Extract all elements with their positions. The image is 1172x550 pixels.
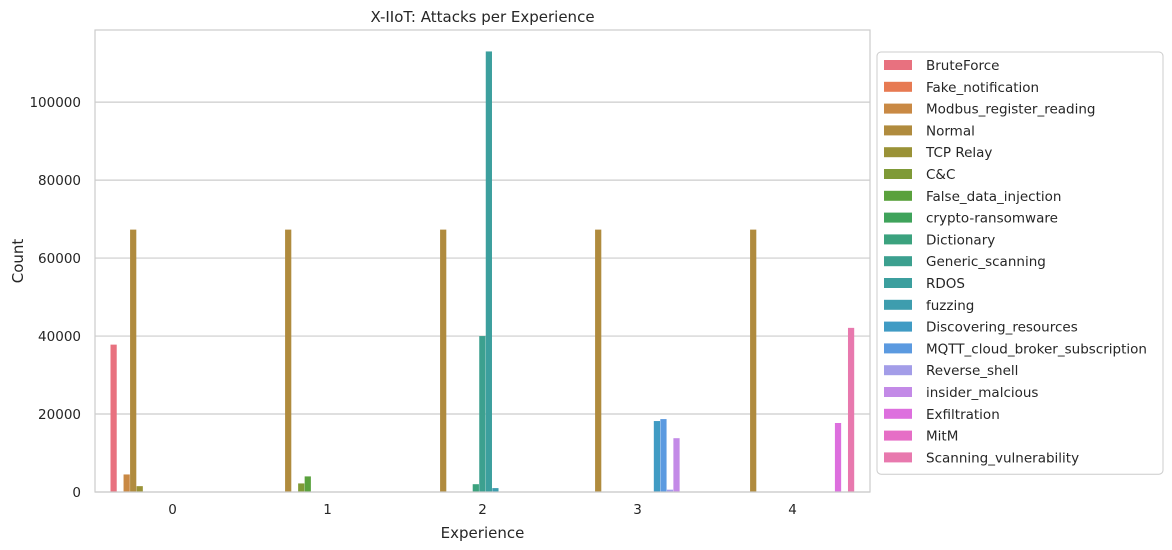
y-tick-label: 0 xyxy=(72,485,81,501)
legend: BruteForce Fake_notification Modbus_regist… xyxy=(876,51,1164,475)
legend-label: TCP Relay xyxy=(925,145,992,161)
bar xyxy=(834,422,842,492)
legend-label: insider_malcious xyxy=(926,385,1038,401)
y-axis-ticks: 0 20000 40000 60000 80000 100000 xyxy=(29,95,81,501)
x-tick-label: 1 xyxy=(323,502,332,518)
legend-swatch xyxy=(884,343,912,354)
legend-swatch xyxy=(884,408,912,419)
x-axis-ticks: 0 1 2 3 4 xyxy=(168,502,797,518)
legend-label: BruteForce xyxy=(926,58,1000,74)
legend-label: Generic_scanning xyxy=(926,254,1046,270)
y-axis-title: Count xyxy=(9,239,27,284)
legend-label: Discovering_resources xyxy=(926,320,1078,336)
x-tick-label: 0 xyxy=(168,502,177,518)
bar xyxy=(130,229,137,493)
legend-box xyxy=(876,51,1164,475)
y-tick-label: 60000 xyxy=(38,251,81,267)
legend-label: crypto-ransomware xyxy=(926,211,1058,227)
bar xyxy=(660,419,667,492)
y-tick-label: 20000 xyxy=(38,407,81,423)
legend-label: Reverse_shell xyxy=(926,363,1018,379)
bar xyxy=(110,344,117,492)
legend-swatch xyxy=(884,321,912,332)
legend-swatch xyxy=(884,169,912,179)
y-tick-label: 100000 xyxy=(29,95,81,111)
x-tick-label: 4 xyxy=(788,502,797,518)
bar xyxy=(285,229,292,493)
legend-label: Dictionary xyxy=(926,232,995,248)
legend-label: Normal xyxy=(926,123,975,139)
bar xyxy=(750,229,757,493)
legend-swatch xyxy=(884,60,912,70)
legend-label: Modbus_register_reading xyxy=(926,102,1095,118)
legend-label: RDOS xyxy=(926,276,965,292)
bar xyxy=(472,484,479,492)
y-tick-label: 40000 xyxy=(38,329,81,345)
x-tick-label: 3 xyxy=(633,502,642,518)
legend-swatch xyxy=(884,278,912,288)
bar xyxy=(479,336,486,492)
legend-swatch xyxy=(884,256,912,267)
legend-swatch xyxy=(884,103,912,114)
plot-frame xyxy=(94,29,871,493)
legend-swatch xyxy=(884,387,912,397)
legend-label: Fake_notification xyxy=(926,80,1039,96)
bar xyxy=(136,486,143,492)
bar xyxy=(304,476,311,492)
bar xyxy=(123,474,130,492)
legend-swatch xyxy=(884,81,912,92)
bar xyxy=(595,229,602,493)
legend-label: MitM xyxy=(926,429,958,445)
bar xyxy=(440,229,447,493)
chart-title: X-IIoT: Attacks per Experience xyxy=(370,8,594,26)
legend-label: C&C xyxy=(926,167,955,183)
bar xyxy=(673,438,680,492)
y-tick-label: 80000 xyxy=(38,173,81,189)
legend-swatch xyxy=(884,190,912,201)
bar xyxy=(847,327,855,492)
bar xyxy=(666,489,674,492)
legend-swatch xyxy=(884,452,912,463)
bar xyxy=(492,488,499,492)
bar xyxy=(653,421,661,492)
legend-label: False_data_injection xyxy=(926,189,1061,205)
bar xyxy=(298,483,305,492)
legend-swatch xyxy=(884,299,912,310)
bar xyxy=(485,51,492,492)
legend-swatch xyxy=(884,365,912,376)
x-axis-title: Experience xyxy=(441,524,525,542)
legend-label: Exfiltration xyxy=(926,407,1000,423)
x-tick-label: 2 xyxy=(478,502,487,518)
legend-swatch xyxy=(884,430,912,441)
legend-label: MQTT_cloud_broker_subscription xyxy=(926,341,1147,357)
legend-swatch xyxy=(884,234,912,245)
legend-swatch xyxy=(884,147,912,158)
bars xyxy=(110,51,855,493)
legend-swatch xyxy=(884,212,912,223)
legend-swatch xyxy=(884,125,912,136)
legend-label: Scanning_vulnerability xyxy=(926,450,1079,466)
legend-label: fuzzing xyxy=(926,298,974,314)
